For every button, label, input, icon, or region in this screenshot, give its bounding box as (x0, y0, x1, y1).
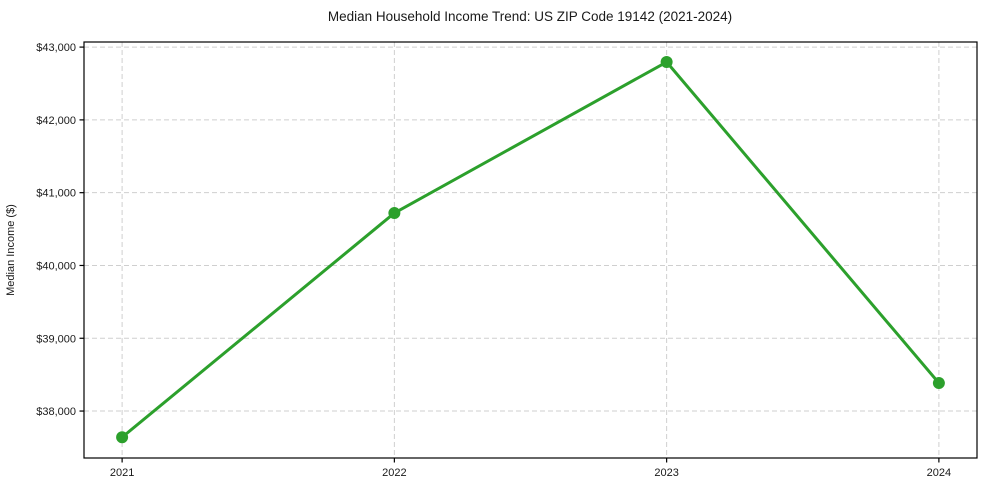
x-axis-tick-label: 2022 (382, 467, 406, 479)
y-axis-label: Median Income ($) (5, 204, 17, 296)
x-axis-tick-label: 2023 (654, 467, 678, 479)
data-point-2023 (660, 56, 673, 69)
y-axis-tick-label: $41,000 (36, 188, 76, 200)
y-axis-tick-label: $43,000 (36, 42, 76, 54)
x-axis-tick-label: 2021 (110, 467, 134, 479)
y-axis-tick-label: $39,000 (36, 333, 76, 345)
y-axis-tick-label: $40,000 (36, 260, 76, 272)
plot-area: 2021 2022 2023 2024 $38,000 $39,000 $40,000 $41… (36, 41, 978, 479)
data-point-2022 (388, 207, 401, 220)
y-axis-tick-label: $42,000 (36, 115, 76, 127)
y-axis-tick-label: $38,000 (36, 406, 76, 418)
data-point-2024 (932, 377, 945, 390)
income-trend-line (120, 60, 941, 439)
data-point-2021 (116, 431, 129, 444)
chart-title: Median Household Income Trend: US ZIP Co… (328, 9, 732, 24)
plot-border (83, 41, 978, 459)
x-axis-tick-label: 2024 (927, 467, 951, 479)
